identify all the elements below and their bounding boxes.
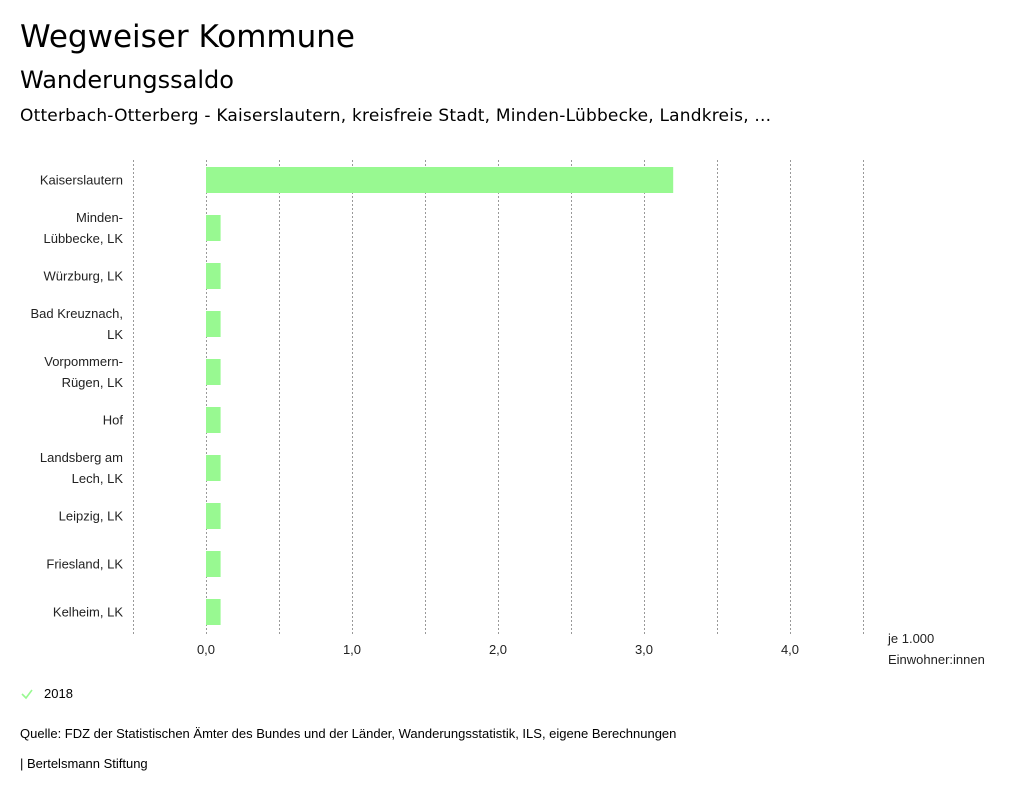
x-tick-label: 3,0 [635,642,653,657]
bar[interactable] [206,599,221,625]
bar[interactable] [206,215,221,241]
source-note: Quelle: FDZ der Statistischen Ämter des … [20,726,677,741]
x-tick-label: 4,0 [781,642,799,657]
check-icon[interactable] [20,687,34,701]
category-label: Hof [103,413,124,428]
category-label: Kelheim, LK [53,605,123,620]
bar[interactable] [206,359,221,385]
bar[interactable] [206,503,221,529]
bar[interactable] [206,263,221,289]
bar-chart: Kaiserslautern Minden- Lübbecke, LK Würzbur… [30,160,985,667]
category-label: Rügen, LK [62,375,124,390]
legend: 2018 [20,686,73,701]
publisher-note: | Bertelsmann Stiftung [20,756,148,771]
category-label: Bad Kreuznach, [30,306,123,321]
category-label: Würzburg, LK [44,269,124,284]
category-label: Vorpommern- [44,354,123,369]
legend-item-2018[interactable]: 2018 [44,686,73,701]
category-label: Leipzig, LK [59,509,124,524]
x-tick-label: 0,0 [197,642,215,657]
category-label: Lübbecke, LK [43,231,123,246]
category-label: Friesland, LK [46,557,123,572]
category-label: Kaiserslautern [40,173,123,188]
x-tick-label: 2,0 [489,642,507,657]
bar[interactable] [206,455,221,481]
category-label: Minden- [76,210,123,225]
bar[interactable] [206,551,221,577]
category-label: LK [107,327,123,342]
category-label: Landsberg am [40,450,123,465]
axis-unit-label: je 1.000 [887,631,934,646]
axis-unit-label: Einwohner:innen [888,652,985,667]
page-title: Wegweiser Kommune [20,19,355,55]
bar[interactable] [206,167,674,193]
x-tick-label: 1,0 [343,642,361,657]
chart-context: Otterbach-Otterberg - Kaiserslautern, kr… [20,106,772,126]
bar[interactable] [206,407,221,433]
category-label: Lech, LK [72,471,124,486]
chart-subtitle: Wanderungssaldo [20,66,234,94]
bar[interactable] [206,311,221,337]
